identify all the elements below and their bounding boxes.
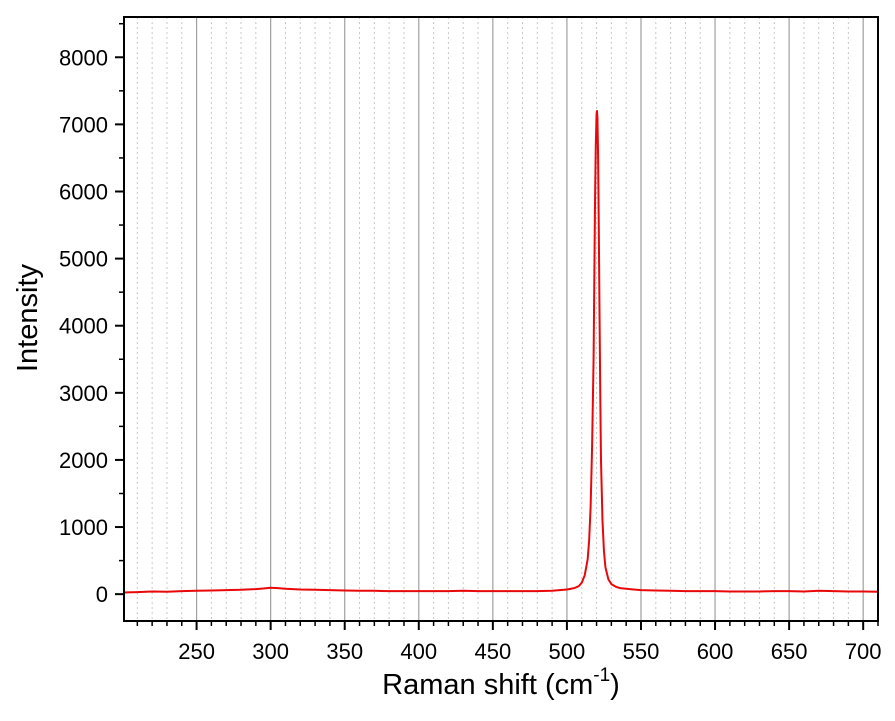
x-axis-label-superscript: -1 <box>593 665 610 686</box>
y-tick-label: 1000 <box>59 515 108 540</box>
x-axis: 250 300 350 400 450 500 550 600 650 700 <box>136 621 882 664</box>
gridlines <box>136 17 879 621</box>
x-tick-label: 550 <box>623 639 660 664</box>
x-tick-label: 250 <box>178 639 215 664</box>
plot-frame <box>123 16 879 622</box>
y-tick-label: 2000 <box>59 448 108 473</box>
y-tick-label: 6000 <box>59 179 108 204</box>
series-layer <box>123 109 879 594</box>
x-tick-label: 350 <box>326 639 363 664</box>
y-axis-label: Intensity <box>12 264 44 372</box>
spectrum-line <box>123 109 879 594</box>
x-tick-label: 500 <box>549 639 586 664</box>
y-axis: 0 1000 2000 3000 4000 5000 6000 7000 8000 <box>59 22 124 607</box>
y-tick-label: 4000 <box>59 314 108 339</box>
y-tick-label: 8000 <box>59 45 108 70</box>
x-axis-label-suffix: ) <box>610 669 620 701</box>
x-axis-label: Raman shift (cm-1) <box>382 665 620 701</box>
x-tick-label: 600 <box>697 639 734 664</box>
y-tick-label: 7000 <box>59 112 108 137</box>
x-tick-label: 700 <box>845 639 882 664</box>
y-tick-label: 0 <box>96 582 108 607</box>
x-tick-label: 450 <box>474 639 511 664</box>
x-tick-label: 650 <box>771 639 808 664</box>
x-tick-label: 400 <box>400 639 437 664</box>
y-tick-label: 3000 <box>59 381 108 406</box>
x-tick-label: 300 <box>252 639 289 664</box>
y-tick-label: 5000 <box>59 247 108 272</box>
x-axis-label-main: Raman shift (cm <box>382 669 593 701</box>
